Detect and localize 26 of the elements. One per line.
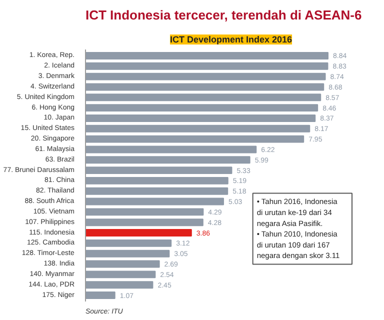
bar xyxy=(86,114,316,122)
bar xyxy=(86,198,224,206)
bar xyxy=(86,176,228,184)
bar xyxy=(86,229,192,236)
bar xyxy=(86,281,154,289)
bar xyxy=(86,166,232,174)
bar xyxy=(86,52,328,60)
bar xyxy=(86,270,156,278)
bar xyxy=(86,187,228,195)
bar xyxy=(86,135,304,143)
bar xyxy=(86,250,170,258)
bar xyxy=(86,72,326,80)
chart-subtitle: ICT Development Index 2016 xyxy=(170,34,292,44)
bar xyxy=(86,62,328,70)
bar xyxy=(86,260,160,268)
bar xyxy=(86,239,172,247)
bar xyxy=(86,208,204,216)
bar xyxy=(86,218,204,226)
bar xyxy=(86,292,116,299)
bar xyxy=(86,104,318,112)
bar xyxy=(86,156,250,164)
bar xyxy=(86,94,322,102)
bar xyxy=(86,146,257,154)
bar xyxy=(86,124,310,132)
bar xyxy=(86,83,324,91)
chart-title: ICT Indonesia tercecer, terendah di ASEAN-6 xyxy=(86,8,362,22)
